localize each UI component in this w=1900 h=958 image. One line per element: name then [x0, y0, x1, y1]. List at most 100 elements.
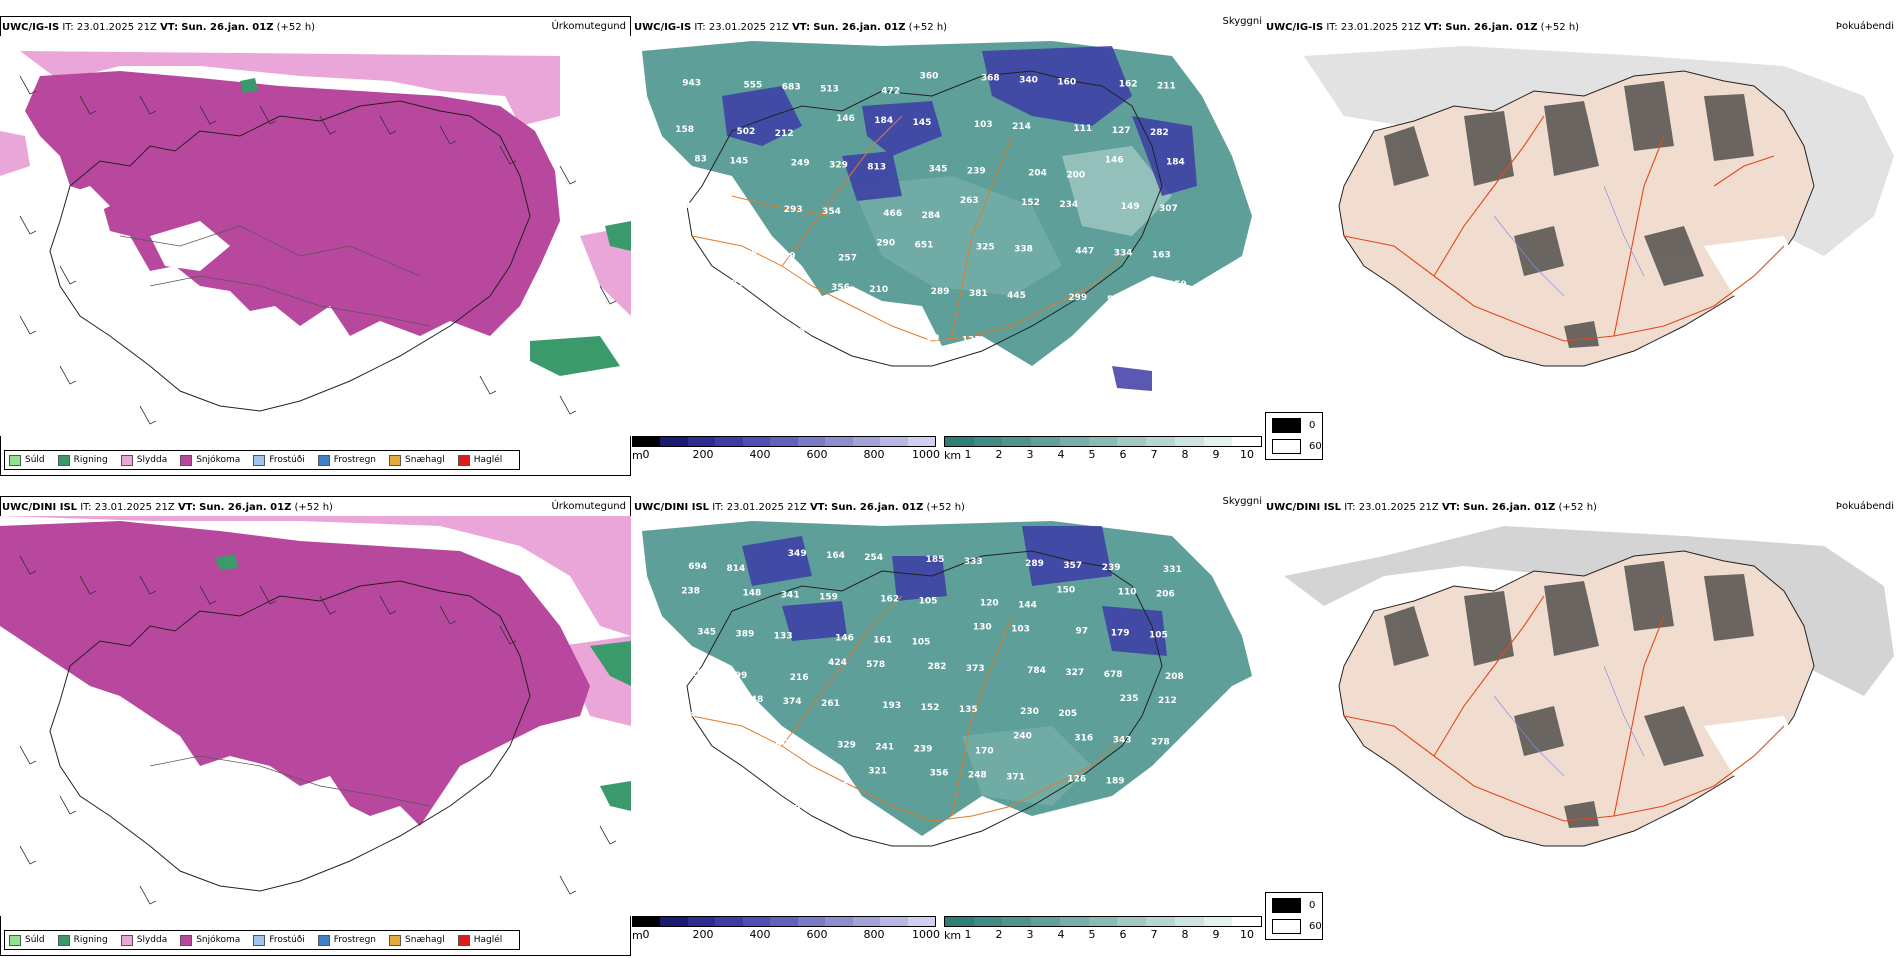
fog-legend-label: 60 [1309, 921, 1322, 932]
tick-label: 200 [692, 928, 714, 941]
cloud-base-label: 184 [1166, 158, 1185, 168]
legend-item-sudl: Súld [9, 453, 45, 467]
cloud-base-label: 278 [1151, 737, 1170, 747]
cloud-base-label: 199 [729, 671, 748, 681]
cloud-base-label: 144 [1018, 600, 1037, 610]
cloud-base-label: 206 [1156, 589, 1175, 599]
cloud-base-label: 348 [745, 695, 764, 705]
tick-label: 5 [1088, 448, 1096, 461]
valid-time: Sun. 26.jan. 01Z [1445, 22, 1538, 33]
legend-label: Snjókoma [196, 455, 241, 465]
cloud-base-label: 307 [1159, 204, 1178, 214]
cloud-base-label: 578 [866, 660, 885, 670]
cloud-base-label: 120 [980, 598, 999, 608]
cloud-base-label: 123 [1167, 779, 1186, 789]
cloud-base-label: 193 [882, 701, 901, 711]
cloud-base-label: 246 [792, 780, 811, 790]
cloud-base-label: 212 [775, 129, 794, 139]
legend-swatch [180, 454, 193, 466]
cloud-base-label: 321 [868, 767, 887, 777]
fog-legend-item: 60 [1272, 919, 1322, 934]
cloud-base-label: 103 [1011, 625, 1030, 635]
cloud-base-label: 126 [1067, 775, 1086, 785]
cloud-base-label: 150 [1056, 585, 1075, 595]
legend-item-frostregn: Frostregn [317, 453, 377, 467]
cloud-base-label: 239 [1102, 563, 1121, 573]
cloud-base-label: 345 [929, 165, 948, 175]
tick-label: 10 [1240, 928, 1254, 941]
lead-time: (+52 h) [1540, 22, 1580, 33]
cloud-base-label: 130 [973, 623, 992, 633]
visibility-map: 943 555 683 513 472 360 368 340 160 162 211 158 502 2… [632, 36, 1264, 436]
tick-label: 8 [1181, 928, 1189, 941]
cloud-base-label: 341 [781, 590, 800, 600]
legend-swatch [317, 454, 330, 466]
cloud-base-label: 381 [969, 289, 988, 299]
cloud-base-label: 897 [738, 736, 757, 746]
tick-label: 800 [863, 928, 885, 941]
legend-swatch [389, 454, 402, 466]
tick-label: 1000 [912, 448, 940, 461]
cloud-base-label: 343 [1113, 735, 1132, 745]
init-time: IT: 23.01.2025 21Z [694, 22, 789, 33]
cloud-base-label: 284 [922, 211, 941, 221]
cloud-base-label: 424 [828, 658, 847, 668]
cloud-base-label: 239 [686, 323, 705, 333]
cloud-base-label: 13 [827, 329, 840, 339]
cloud-base-label: 235 [1120, 694, 1139, 704]
legend-swatch [9, 934, 21, 946]
tick-label: 8 [1181, 448, 1189, 461]
cloud-base-label: 334 [1114, 248, 1133, 258]
legend-label: Frostregn [333, 455, 377, 465]
cloud-base-label: 234 [1059, 200, 1078, 210]
init-time: IT: 23.01.2025 21Z [712, 502, 807, 513]
cloud-base-label: 354 [822, 207, 841, 217]
precip-legend: Súld Rigning Slydda Snjókoma Frostúði Fr… [4, 450, 521, 470]
cloud-base-label: 349 [788, 549, 807, 559]
init-time: IT: 23.01.2025 21Z [1326, 22, 1421, 33]
cloud-base-label: 340 [1019, 76, 1038, 86]
lead-time: (+52 h) [1558, 502, 1597, 513]
cloud-base-label: 189 [1106, 777, 1125, 787]
fog-swatch [1272, 439, 1301, 454]
cloud-base-label: 694 [688, 562, 707, 572]
fog-legend-top: 0 60 [1265, 412, 1323, 460]
cloud-base-label: 356 [831, 283, 850, 293]
cloud-base-label: 150 [786, 327, 805, 337]
cloud-base-label: 153 [690, 669, 709, 679]
legend-label: Frostregn [333, 935, 377, 945]
row-bottom: UWC/DINI ISL IT: 23.01.2025 21Z VT: Sun.… [0, 490, 1900, 958]
cloud-base-label: 74 [888, 331, 901, 341]
legend-swatch [180, 934, 193, 946]
fog-indicator-panel-bottom: UWC/DINI ISL IT: 23.01.2025 21Z VT: Sun.… [1264, 490, 1900, 958]
panel-title: Þokuábendi [1835, 21, 1894, 32]
cloud-base-label: 513 [820, 85, 839, 95]
valid-label: VT: [160, 22, 179, 33]
model-name: UWC/DINI ISL [634, 502, 710, 513]
tick-label: 3 [1026, 928, 1034, 941]
tick-label: 2 [995, 928, 1003, 941]
cloud-base-label: 146 [1105, 156, 1124, 166]
tick-label: 1 [964, 928, 972, 941]
tick-label: 7 [1150, 448, 1158, 461]
colorbar-unit: m [632, 929, 643, 942]
cloud-base-label: 105 [919, 596, 938, 606]
tick-label: 7 [1150, 928, 1158, 941]
valid-time: Sun. 26.jan. 01Z [1463, 502, 1556, 513]
cloud-base-label: 240 [1013, 731, 1032, 741]
cloud-base-label: 184 [874, 116, 893, 126]
fog-legend-label: 0 [1309, 900, 1316, 911]
legend-item-rigning: Rigning [57, 933, 108, 947]
legend-item-snjokoma: Snjókoma [180, 933, 240, 947]
cloud-base-label: 282 [1150, 128, 1169, 138]
legend-label: Slydda [136, 455, 168, 465]
cloud-base-label: 125 [962, 335, 981, 345]
colorbar-unit: km [944, 449, 962, 462]
tick-label: 600 [806, 448, 828, 461]
cloud-base-label: 683 [782, 83, 801, 93]
fog-swatch [1272, 418, 1301, 433]
cloud-base-label: 185 [926, 555, 945, 565]
cloud-base-label: 210 [869, 285, 888, 295]
legend-item-snaehagl: Snæhagl [389, 453, 445, 467]
panel-header: UWC/DINI ISL IT: 23.01.2025 21Z VT: Sun.… [2, 501, 628, 515]
